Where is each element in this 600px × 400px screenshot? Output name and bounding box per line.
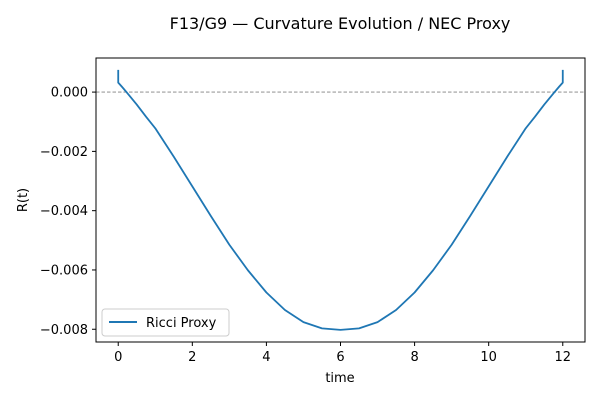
- x-tick-label: 8: [410, 350, 418, 365]
- chart-title: F13/G9 — Curvature Evolution / NEC Proxy: [170, 14, 511, 33]
- x-tick-label: 12: [554, 350, 571, 365]
- y-axis-label: R(t): [16, 188, 31, 212]
- y-tick-label: 0.000: [51, 86, 88, 101]
- x-axis: 0 2 4 6 8 10 12: [114, 342, 571, 365]
- x-tick-label: 2: [188, 350, 196, 365]
- y-tick-label: −0.008: [40, 323, 88, 338]
- y-tick-label: −0.004: [40, 204, 88, 219]
- x-axis-label: time: [325, 371, 354, 386]
- legend-box: [101, 308, 230, 337]
- x-tick-label: 0: [114, 350, 122, 365]
- y-tick-label: −0.006: [40, 263, 88, 278]
- x-tick-label: 4: [262, 350, 270, 365]
- legend-label-ricci-proxy: Ricci Proxy: [146, 316, 217, 331]
- plot-area: [96, 69, 585, 331]
- x-tick-label: 10: [480, 350, 497, 365]
- x-tick-label: 6: [336, 350, 344, 365]
- y-axis: 0.000 −0.002 −0.004 −0.006 −0.008: [40, 86, 96, 338]
- y-tick-label: −0.002: [40, 145, 88, 160]
- series-line-ricci-proxy: [117, 69, 564, 331]
- legend: Ricci Proxy: [101, 308, 230, 337]
